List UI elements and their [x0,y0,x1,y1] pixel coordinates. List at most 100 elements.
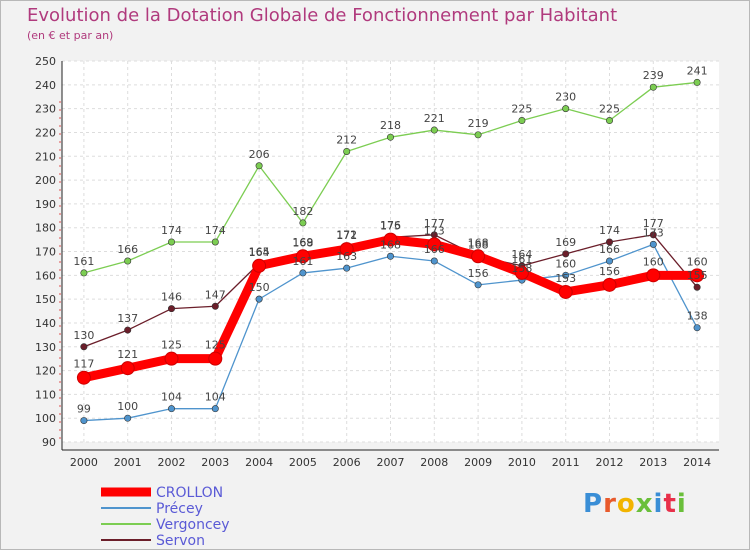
data-label: 212 [336,133,357,146]
data-label: 225 [599,103,620,116]
data-label: 160 [555,257,576,270]
data-point [120,361,135,376]
data-point [558,284,573,299]
data-point [427,237,442,252]
data-label: 166 [117,243,138,256]
data-label: 156 [599,265,620,278]
data-label: 121 [117,348,138,361]
legend-item-précey: Précey [101,501,203,517]
data-point [430,257,438,265]
data-label: 104 [205,391,226,404]
data-point [299,219,307,227]
data-point [343,264,351,272]
data-label: 153 [555,272,576,285]
y-tick-label: 170 [35,246,56,259]
data-point [474,131,482,139]
x-tick-label: 2000 [70,456,98,469]
data-label: 169 [292,236,313,249]
data-point [211,302,219,310]
data-point [211,405,219,413]
x-tick-label: 2007 [377,456,405,469]
data-label: 150 [249,281,270,294]
data-point [386,252,394,260]
data-label: 138 [687,310,708,323]
chart-title: Evolution de la Dotation Globale de Fonc… [27,5,618,26]
data-label: 147 [205,288,226,301]
series-vergoncey [80,78,701,277]
data-label: 221 [424,112,445,125]
data-point [124,414,132,422]
data-label: 166 [424,243,445,256]
data-point [80,417,88,425]
data-point [211,238,219,246]
data-label: 160 [687,255,708,268]
data-label: 117 [73,358,94,371]
data-label: 241 [687,64,708,77]
legend-label: Servon [156,533,205,549]
data-point [168,305,176,313]
data-label: 168 [292,236,313,249]
x-tick-label: 2003 [201,456,229,469]
data-point [605,238,613,246]
data-point [252,258,267,273]
data-point [646,268,661,283]
data-label: 168 [468,238,489,251]
series-layer [76,78,705,425]
legend-item-vergoncey: Vergoncey [101,517,230,533]
legend-label: Vergoncey [156,517,230,533]
data-point [693,78,701,86]
data-label: 177 [424,217,445,230]
data-point [168,405,176,413]
logo-letter: i [676,489,687,519]
data-point [690,268,705,283]
data-label: 156 [468,267,489,280]
logo-letter: i [653,489,664,519]
x-tick-label: 2010 [508,456,536,469]
y-tick-label: 220 [35,126,56,139]
y-tick-label: 90 [42,436,56,449]
x-tick-label: 2012 [596,456,624,469]
y-tick-label: 110 [35,388,56,401]
y-tick-label: 200 [35,174,56,187]
data-label: 239 [643,69,664,82]
data-label: 171 [336,229,357,242]
data-label: 172 [336,229,357,242]
grid [62,60,719,443]
x-tick-label: 2009 [464,456,492,469]
data-label: 174 [599,224,620,237]
data-point [474,281,482,289]
data-point [124,326,132,334]
data-point [255,162,263,170]
data-label: 182 [292,205,313,218]
y-tick-label: 130 [35,341,56,354]
series-précey [80,240,701,425]
axes: 90 100 110 120 130 140 150 160 170 180 190 200 210 22… [35,55,719,469]
chart-subtitle: (en € et par an) [27,29,114,42]
data-point [518,117,526,125]
data-point [693,283,701,291]
x-tick-label: 2008 [420,456,448,469]
data-point [208,351,223,366]
data-label: 218 [380,119,401,132]
data-label: 146 [161,291,182,304]
data-point [299,269,307,277]
x-tick-label: 2013 [639,456,667,469]
x-tick-label: 2006 [333,456,361,469]
data-point [605,257,613,265]
y-tick-label: 230 [35,103,56,116]
data-label: 176 [380,219,401,232]
data-label: 225 [511,103,532,116]
logo-letter: o [616,489,636,519]
data-label: 168 [380,238,401,251]
data-label: 166 [599,243,620,256]
data-point [693,324,701,332]
data-label: 169 [555,236,576,249]
data-point [164,351,179,366]
data-point [602,277,617,292]
data-point [471,249,486,264]
y-tick-label: 240 [35,79,56,92]
x-tick-label: 2004 [245,456,273,469]
data-point [383,232,398,247]
data-point [168,238,176,246]
